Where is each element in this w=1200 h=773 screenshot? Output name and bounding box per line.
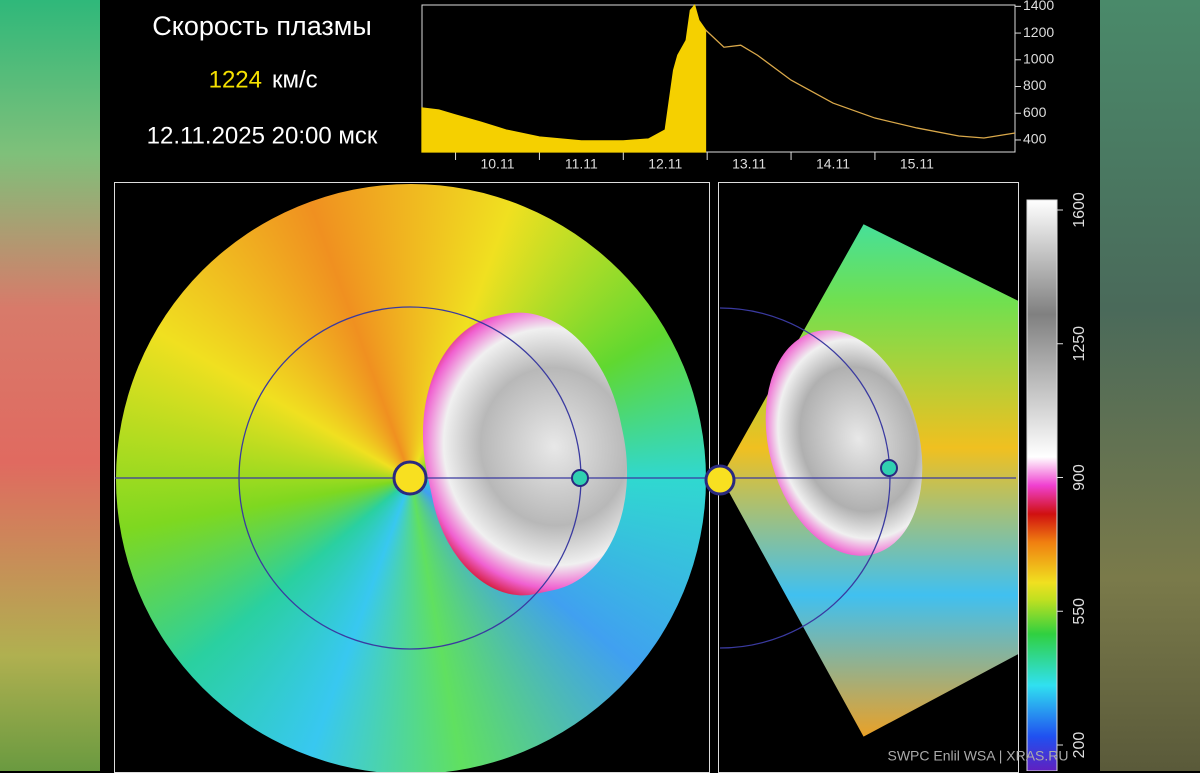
colorbar-tick-label: 1250 [1071,326,1088,362]
x-tick-label: 14.11 [816,156,850,172]
colorbar [1026,199,1058,771]
colorbar-tick-label: 1600 [1071,192,1088,228]
colorbar-tick-label: 900 [1071,464,1088,491]
y-tick-label: 1200 [1023,24,1054,40]
x-tick-label: 15.11 [900,156,934,172]
line [705,29,1016,139]
earth [880,459,898,477]
title: Скорость плазмы [152,11,372,41]
area [421,4,707,153]
earth-orbit [719,307,891,649]
colorbar-tick-label: 550 [1071,598,1088,625]
x-tick-label: 13.11 [732,156,766,172]
sun [392,460,428,496]
colorbar-tick-label: 200 [1071,732,1088,759]
sun [704,464,736,496]
speed-value: 1224 [209,66,262,93]
y-tick-label: 600 [1023,104,1047,120]
y-tick-label: 1000 [1023,50,1054,66]
y-tick-label: 800 [1023,77,1047,93]
credit: SWPC Enlil WSA | XRAS.RU [887,748,1068,764]
y-tick-label: 1400 [1023,0,1054,13]
x-tick-label: 11.11 [565,156,598,172]
orbits [115,306,1016,650]
y-tick-label: 400 [1023,131,1047,147]
x-tick-label: 12.11 [648,156,682,172]
earth [571,469,589,487]
side-blur [0,0,100,771]
side-blur [1100,0,1200,771]
speed-unit: км/с [272,66,318,93]
timestamp: 12.11.2025 20:00 мск [147,122,378,149]
x-tick-label: 10.11 [480,156,514,172]
